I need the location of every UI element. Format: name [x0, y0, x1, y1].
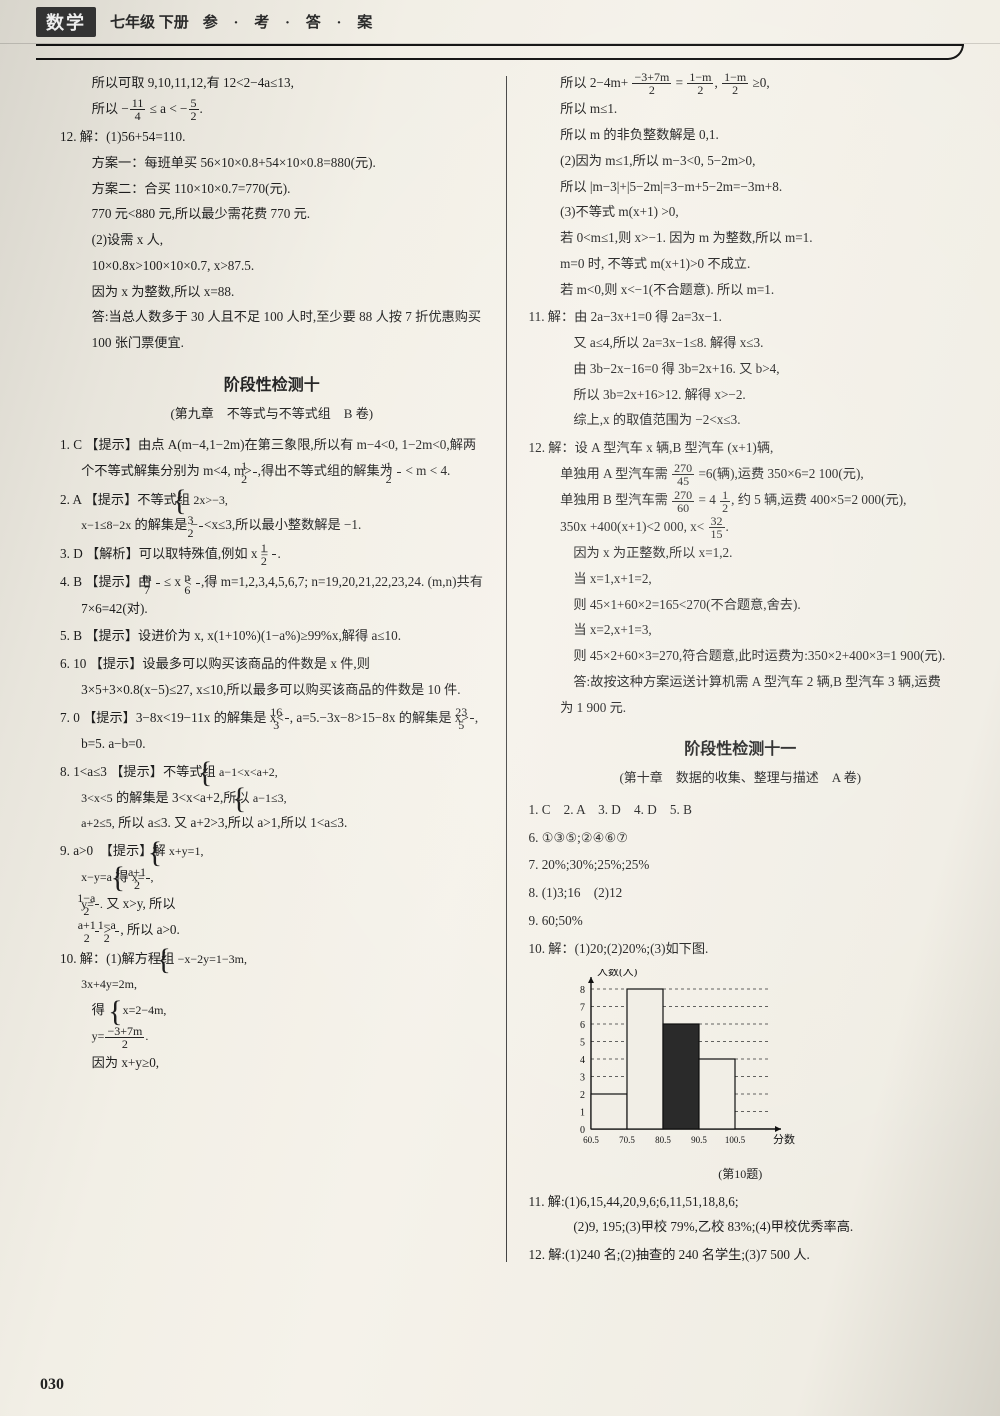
- svg-text:90.5: 90.5: [691, 1135, 707, 1145]
- scan-vignette: [0, 0, 1000, 1416]
- svg-text:人数(人): 人数(人): [597, 969, 638, 978]
- svg-text:3: 3: [580, 1073, 585, 1084]
- svg-text:分数: 分数: [773, 1133, 795, 1146]
- svg-text:5: 5: [580, 1038, 585, 1049]
- bar-chart: 12345678060.570.580.590.5100.5人数(人)分数: [557, 969, 797, 1159]
- chart-svg: 12345678060.570.580.590.5100.5人数(人)分数: [557, 969, 797, 1159]
- svg-text:7: 7: [580, 1003, 585, 1014]
- svg-text:2: 2: [580, 1090, 585, 1101]
- svg-text:70.5: 70.5: [619, 1135, 635, 1145]
- svg-text:6: 6: [580, 1020, 585, 1031]
- svg-text:100.5: 100.5: [724, 1135, 745, 1145]
- page-number: 030: [40, 1376, 64, 1394]
- svg-text:1: 1: [580, 1108, 585, 1119]
- svg-text:4: 4: [580, 1055, 585, 1066]
- svg-text:8: 8: [580, 985, 585, 996]
- svg-text:80.5: 80.5: [655, 1135, 671, 1145]
- svg-text:60.5: 60.5: [583, 1135, 599, 1145]
